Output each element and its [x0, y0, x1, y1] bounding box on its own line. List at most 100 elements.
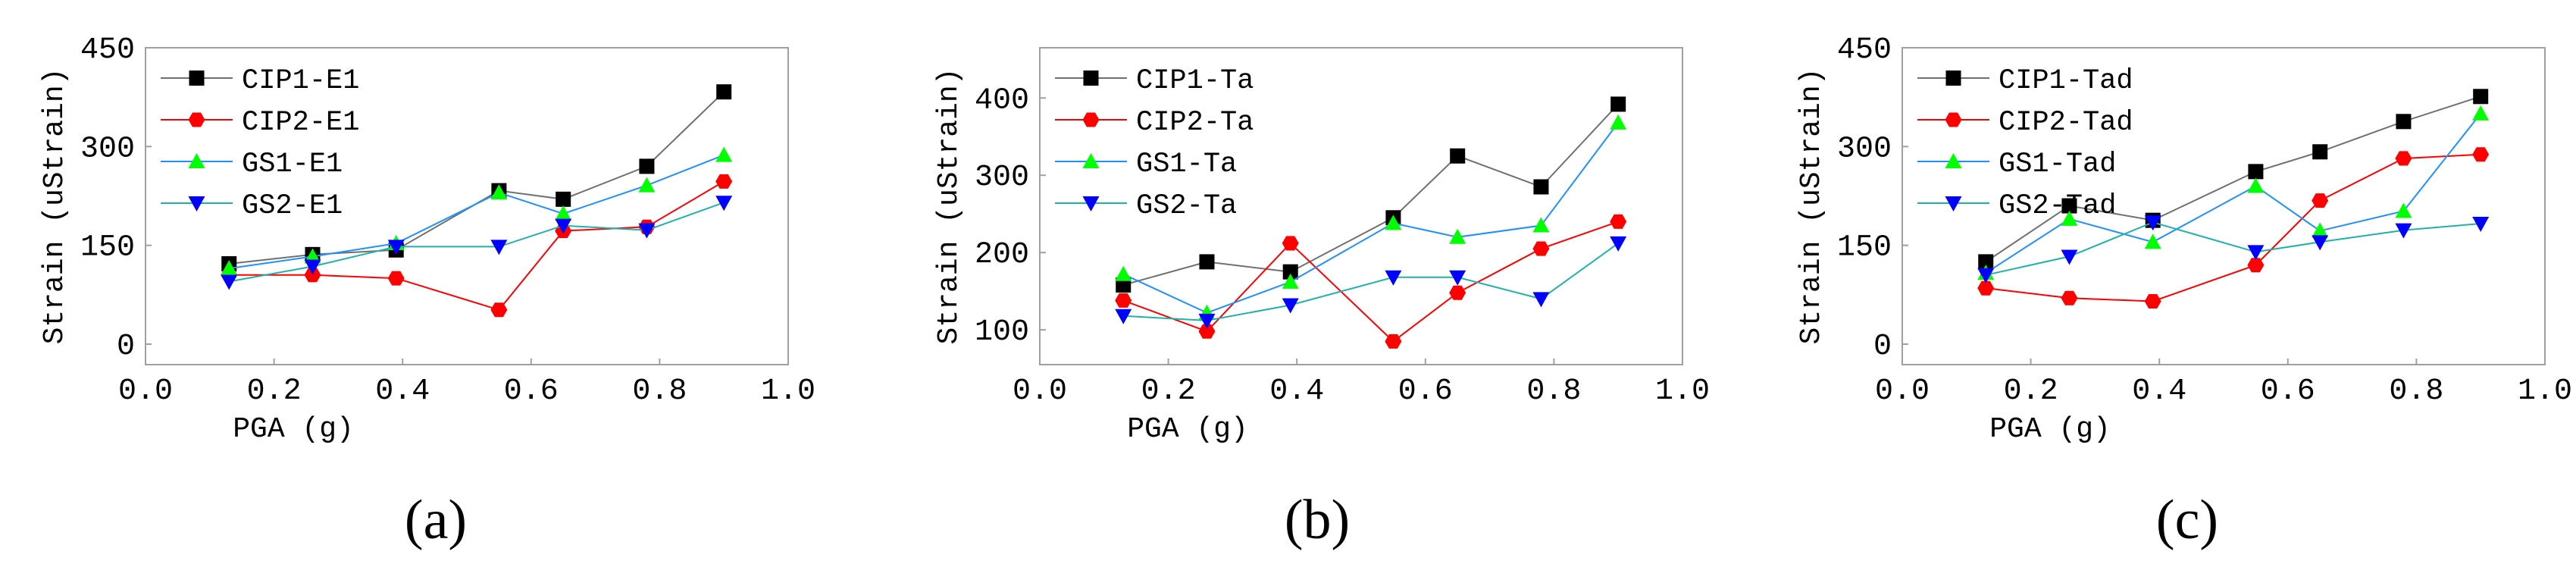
- x-tick-label: 1.0: [1655, 374, 1710, 409]
- y-tick-label: 300: [975, 161, 1029, 195]
- data-point: [490, 302, 508, 318]
- series-GS2-E1: [221, 196, 733, 290]
- legend-marker: [189, 70, 205, 86]
- data-point: [1610, 96, 1626, 112]
- legend-item: GS1-E1: [161, 149, 343, 180]
- data-point: [387, 271, 405, 286]
- series-GS1-E1: [221, 146, 733, 276]
- data-point: [2061, 198, 2077, 214]
- data-point: [1610, 236, 1627, 252]
- x-tick-label: 0.8: [632, 374, 687, 409]
- y-axis-title: Strain (uStrain): [1795, 68, 1828, 345]
- data-point: [1532, 292, 1550, 308]
- data-point: [221, 260, 238, 276]
- legend-marker: [1945, 196, 1962, 211]
- chart-panel-2: 0.0 0.2 0.4 0.6 0.8 1.0 100 200 300 400 PGA (g) Str…: [933, 47, 1710, 551]
- panel-label: (a): [405, 489, 467, 551]
- series-CIP1-Ta: [1116, 96, 1626, 293]
- legend-label: CIP2-Tad: [1999, 107, 2133, 139]
- y-tick-label: 450: [80, 33, 135, 67]
- data-point: [1282, 298, 1299, 314]
- plot-frame: [1039, 47, 1683, 365]
- data-point: [2395, 151, 2412, 166]
- legend-item: GS2-E1: [161, 190, 343, 222]
- data-point: [555, 205, 572, 221]
- data-point: [2473, 89, 2489, 105]
- y-axis-title: Strain (uStrain): [39, 68, 71, 345]
- y-tick-label: 100: [975, 315, 1029, 349]
- data-point: [1385, 215, 1402, 230]
- data-point: [221, 274, 238, 290]
- data-point: [1449, 285, 1466, 300]
- data-point: [2144, 294, 2161, 309]
- legend-item: CIP1-Ta: [1055, 65, 1254, 97]
- data-point: [1450, 148, 1466, 164]
- legend-item: GS2-Ta: [1055, 190, 1237, 222]
- data-point: [556, 191, 571, 207]
- data-point: [1532, 241, 1550, 256]
- legend-item: GS1-Ta: [1055, 149, 1237, 180]
- data-point: [304, 248, 321, 264]
- legend-marker: [188, 153, 205, 168]
- legend-marker: [1083, 70, 1099, 86]
- data-point: [2248, 164, 2264, 180]
- data-point: [1449, 228, 1466, 244]
- data-point: [1532, 217, 1550, 233]
- plot-frame: [145, 47, 789, 365]
- data-point: [2061, 290, 2078, 305]
- data-point: [2395, 202, 2412, 218]
- x-tick-label: 0.2: [247, 374, 302, 409]
- data-point: [2472, 147, 2490, 162]
- y-tick-label: 400: [975, 83, 1029, 117]
- legend-label: CIP1-Tad: [1999, 65, 2133, 97]
- series-GS2-Tad: [1977, 215, 2490, 284]
- data-point: [715, 196, 733, 211]
- data-point: [304, 259, 321, 275]
- data-point: [1115, 293, 1132, 308]
- data-point: [1199, 254, 1215, 270]
- chart-panel-3: 0.0 0.2 0.4 0.6 0.8 1.0 0 150 300 450 PGA (g) Strai…: [1795, 33, 2572, 551]
- legend-marker: [188, 196, 205, 211]
- data-point: [2247, 258, 2265, 273]
- data-point: [1449, 270, 1466, 286]
- data-point: [1385, 334, 1402, 349]
- data-point: [387, 240, 405, 255]
- data-point: [2247, 245, 2265, 261]
- legend-label: GS1-Ta: [1136, 149, 1237, 180]
- legend-marker: [1945, 70, 1961, 86]
- legend: CIP1-Tad CIP2-Tad GS1-Tad GS2-Tad: [1917, 65, 2133, 222]
- data-point: [716, 84, 732, 100]
- data-point: [490, 184, 508, 200]
- data-point: [2144, 233, 2161, 249]
- data-point: [1610, 114, 1627, 130]
- x-tick-label: 1.0: [761, 374, 815, 409]
- data-point: [2061, 249, 2078, 265]
- x-axis-title: PGA (g): [1127, 413, 1248, 446]
- data-point: [1533, 179, 1549, 195]
- data-point: [2247, 177, 2265, 193]
- data-point: [1198, 324, 1216, 339]
- data-point: [1115, 309, 1132, 324]
- data-point: [1115, 265, 1132, 281]
- data-point: [2061, 210, 2078, 226]
- legend-marker: [1082, 153, 1100, 168]
- data-point: [304, 268, 321, 283]
- legend-label: CIP1-Ta: [1136, 65, 1254, 97]
- data-point: [638, 177, 656, 193]
- data-point: [490, 240, 508, 255]
- data-point: [2472, 105, 2490, 121]
- data-point: [638, 223, 656, 239]
- legend: CIP1-E1 CIP2-E1 GS1-E1 GS2-E1: [161, 65, 359, 222]
- legend-label: GS2-Tad: [1999, 190, 2116, 222]
- y-tick-label: 300: [80, 132, 135, 166]
- legend-item: GS1-Tad: [1917, 149, 2116, 180]
- data-point: [1282, 273, 1299, 289]
- legend-label: CIP2-E1: [242, 107, 359, 139]
- y-tick-label: 300: [1837, 132, 1892, 166]
- panel-label: (c): [2156, 489, 2218, 551]
- data-point: [1385, 270, 1402, 286]
- x-tick-label: 0.0: [1013, 374, 1067, 409]
- data-point: [1977, 280, 1995, 296]
- y-tick-label: 150: [80, 231, 135, 265]
